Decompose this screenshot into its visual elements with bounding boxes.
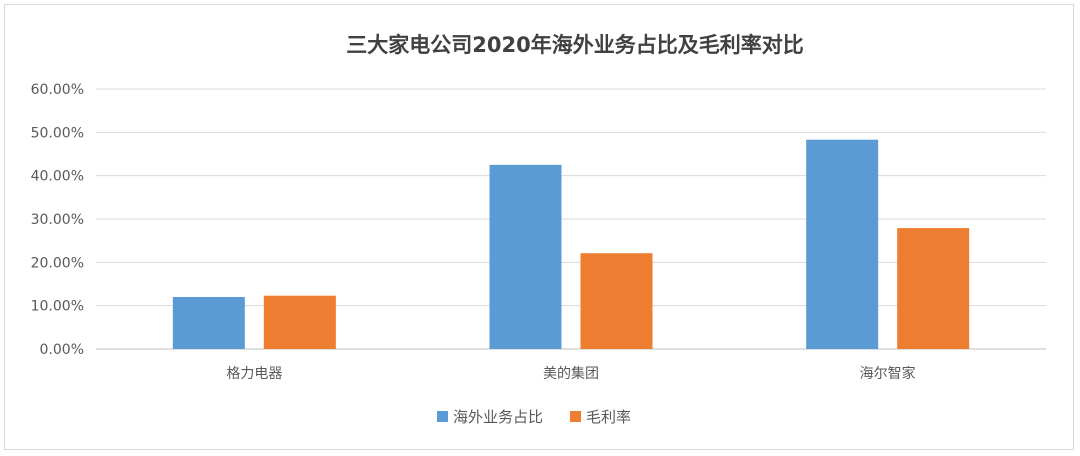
bar-1-1 xyxy=(580,253,653,349)
y-tick-label: 0.00% xyxy=(40,342,84,358)
bar-0-0 xyxy=(172,297,245,349)
gridlines xyxy=(96,88,1046,350)
x-category-label: 格力电器 xyxy=(226,366,282,382)
y-tick-label: 10.00% xyxy=(31,299,84,315)
bar-1-0 xyxy=(263,295,336,349)
y-tick-label: 20.00% xyxy=(31,255,84,271)
legend: 海外业务占比 毛利率 xyxy=(437,408,631,426)
y-tick-label: 50.00% xyxy=(31,125,84,141)
bar-0-1 xyxy=(489,164,562,349)
x-axis-categories: 格力电器 美的集团 海尔智家 xyxy=(226,365,915,382)
bar-0-2 xyxy=(806,139,879,349)
y-axis-ticks: 0.00% 10.00% 20.00% 30.00% 40.00% 50.00% 60.00… xyxy=(31,82,84,358)
legend-label: 毛利率 xyxy=(586,408,631,426)
legend-label: 海外业务占比 xyxy=(453,408,543,426)
bar-1-2 xyxy=(897,228,970,349)
chart-title: 三大家电公司2020年海外业务占比及毛利率对比 xyxy=(346,33,803,57)
y-tick-label: 40.00% xyxy=(31,169,84,185)
legend-swatch xyxy=(437,411,448,422)
y-tick-label: 30.00% xyxy=(31,212,84,228)
x-category-label: 美的集团 xyxy=(543,365,599,382)
x-category-label: 海尔智家 xyxy=(860,365,916,382)
legend-swatch xyxy=(570,411,581,422)
y-tick-label: 60.00% xyxy=(31,82,84,98)
bars xyxy=(172,139,970,349)
